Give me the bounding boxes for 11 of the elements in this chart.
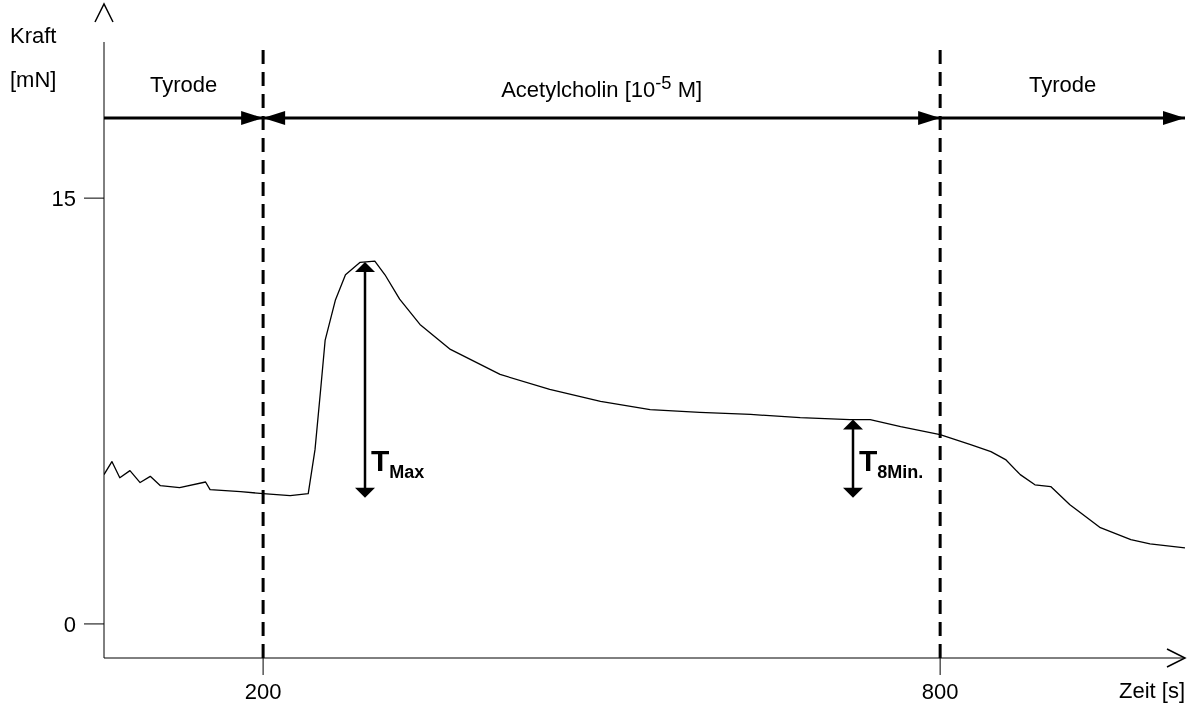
x-tick-label: 200 (244, 678, 282, 704)
annotation: T$_{Max}$ (371, 443, 425, 483)
annotation: Tyrode (1028, 72, 1097, 98)
annotation: T$_{8Min.}$ (859, 443, 924, 483)
y-axis-title: Kraft [mN] (10, 22, 58, 94)
annotation: Acetylcholin [10$^{-5}$ M] (501, 72, 703, 104)
y-tick-label: 15 (51, 185, 76, 211)
x-axis-title: Zeit [s] (1118, 678, 1185, 704)
annotation: Tyrode (149, 72, 218, 98)
x-tick-label: 800 (921, 678, 959, 704)
y-tick-label: 0 (63, 611, 76, 637)
